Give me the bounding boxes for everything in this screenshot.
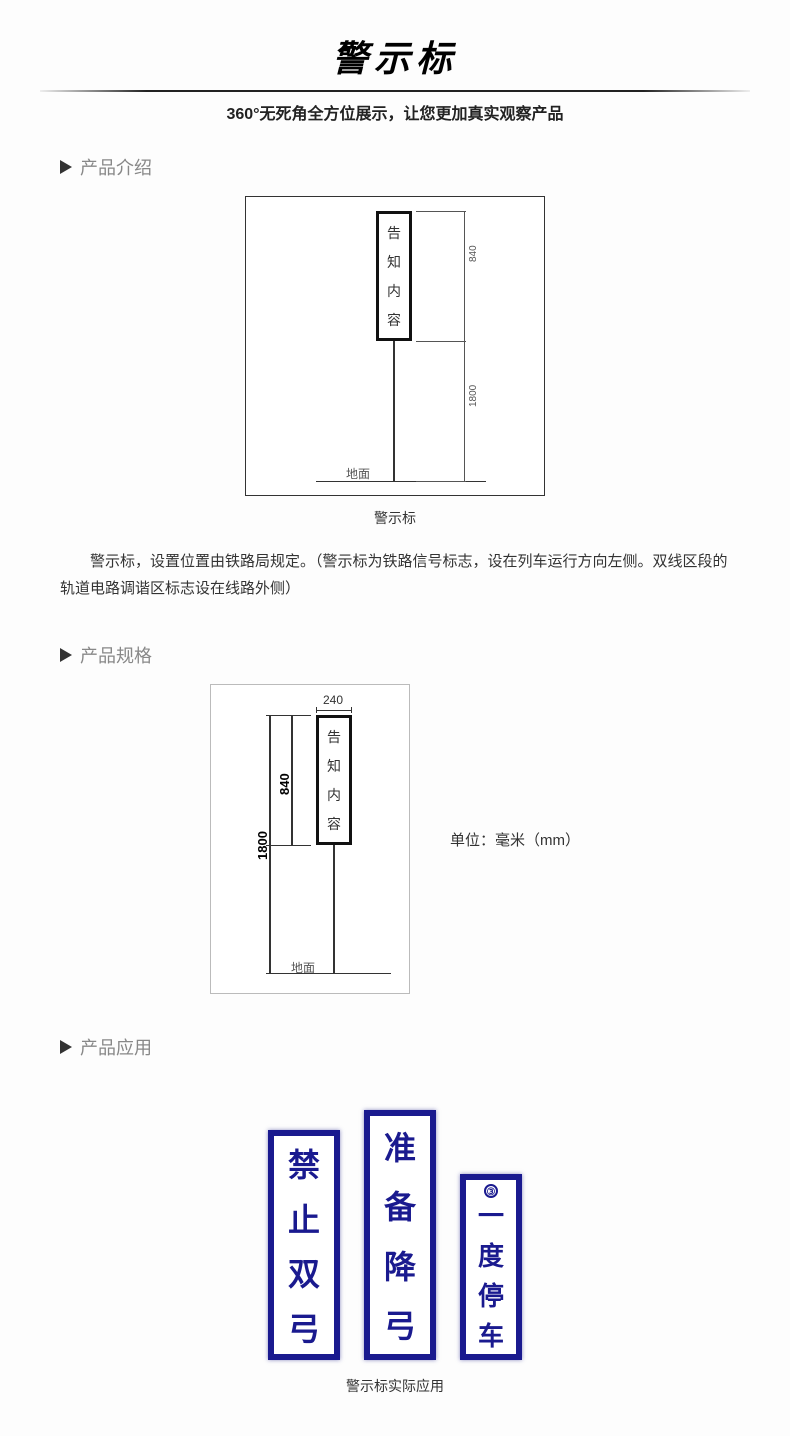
sign-char: 降 [384, 1242, 416, 1288]
sign-char: 禁 [288, 1140, 320, 1186]
dim-line [416, 481, 466, 482]
section-header-intro: 产品介绍 [60, 154, 730, 180]
diagram1-dim-840: 840 [468, 245, 479, 262]
section-label-spec: 产品规格 [80, 642, 152, 668]
section-header-spec: 产品规格 [60, 642, 730, 668]
diagram2-dim-840: 840 [277, 773, 292, 795]
diagram1-pole [393, 341, 395, 481]
sign-char: 车 [478, 1316, 504, 1353]
application-caption: 警示标实际应用 [0, 1376, 790, 1396]
diagram1-caption: 警示标 [0, 508, 790, 528]
diagram1-ground-label: 地面 [346, 465, 370, 482]
sign-char: 弓 [384, 1301, 416, 1347]
sign-char: 内 [327, 785, 341, 805]
spec-row: 240 告 知 内 容 地面 840 1800 单位：毫米（mm） [0, 684, 790, 994]
title-divider [40, 90, 750, 92]
sign-char: 止 [288, 1195, 320, 1241]
dim-line [464, 211, 465, 341]
dim-line [266, 715, 311, 716]
sign-char: 知 [387, 252, 401, 272]
sign-char: 一 [478, 1196, 504, 1233]
sign-char: 容 [327, 814, 341, 834]
diagram2-dim-240: 240 [323, 693, 343, 707]
diagram2: 240 告 知 内 容 地面 840 1800 [210, 684, 410, 994]
dim-line [416, 341, 466, 342]
diagram1-sign: 告 知 内 容 [376, 211, 412, 341]
diagram1-container: 告 知 内 容 地面 840 1800 [245, 196, 545, 496]
sign-char: 备 [384, 1182, 416, 1228]
sign3-badge: ③ [484, 1184, 498, 1198]
unit-label: 单位：毫米（mm） [450, 829, 580, 850]
intro-paragraph: 警示标，设置位置由铁路局规定。（警示标为铁路信号标志，设在列车运行方向左侧。双线… [60, 548, 730, 602]
sign-char: 度 [478, 1236, 504, 1273]
sign-char: 告 [387, 223, 401, 243]
diagram1: 告 知 内 容 地面 840 1800 [245, 196, 545, 496]
section-header-app: 产品应用 [60, 1034, 730, 1060]
app-sign-1: 禁 止 双 弓 [268, 1130, 340, 1360]
application-row: 禁 止 双 弓 准 备 降 弓 ③ 一 度 停 车 [0, 1110, 790, 1360]
app-sign-2: 准 备 降 弓 [364, 1110, 436, 1360]
sign-char: 知 [327, 756, 341, 776]
diagram1-dim-1800: 1800 [468, 385, 479, 407]
page-title: 警示标 [0, 0, 790, 82]
dim-line [464, 341, 465, 481]
triangle-icon [60, 160, 72, 174]
section-label-intro: 产品介绍 [80, 154, 152, 180]
section-label-app: 产品应用 [80, 1034, 152, 1060]
dim-line [416, 211, 466, 212]
dim-line [316, 710, 352, 711]
sign-char: 容 [387, 310, 401, 330]
triangle-icon [60, 648, 72, 662]
diagram2-sign: 告 知 内 容 [316, 715, 352, 845]
sign-char: 双 [288, 1249, 320, 1295]
sign-char: 告 [327, 727, 341, 747]
dim-line [266, 845, 311, 846]
page-subtitle: 360°无死角全方位展示，让您更加真实观察产品 [0, 100, 790, 124]
sign-char: 弓 [288, 1304, 320, 1350]
sign-char: 停 [478, 1276, 504, 1313]
diagram2-dim-1800: 1800 [255, 831, 270, 860]
diagram2-pole [333, 845, 335, 973]
triangle-icon [60, 1040, 72, 1054]
app-sign-3: ③ 一 度 停 车 [460, 1174, 522, 1360]
sign-char: 内 [387, 281, 401, 301]
sign-char: 准 [384, 1123, 416, 1169]
dim-line [266, 973, 311, 974]
